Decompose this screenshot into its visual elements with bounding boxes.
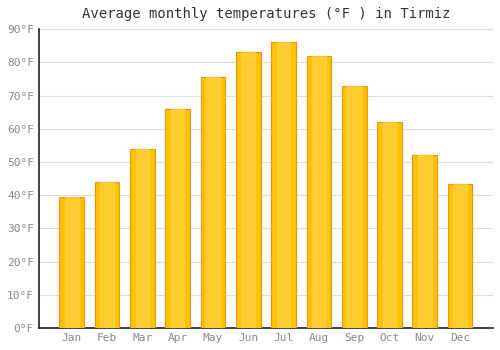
- Bar: [242, 52, 255, 328]
- Bar: [277, 42, 290, 328]
- Bar: [100, 182, 114, 328]
- Bar: [448, 184, 472, 328]
- Bar: [171, 109, 184, 328]
- Bar: [60, 197, 84, 328]
- Bar: [418, 155, 432, 328]
- Bar: [206, 77, 220, 328]
- Bar: [136, 149, 149, 328]
- Bar: [412, 155, 437, 328]
- Bar: [200, 77, 226, 328]
- Bar: [94, 182, 120, 328]
- Bar: [312, 56, 326, 328]
- Bar: [130, 149, 155, 328]
- Title: Average monthly temperatures (°F ) in Tirmiz: Average monthly temperatures (°F ) in Ti…: [82, 7, 450, 21]
- Bar: [377, 122, 402, 328]
- Bar: [306, 56, 331, 328]
- Bar: [454, 184, 467, 328]
- Bar: [348, 85, 361, 328]
- Bar: [342, 85, 366, 328]
- Bar: [166, 109, 190, 328]
- Bar: [382, 122, 396, 328]
- Bar: [236, 52, 260, 328]
- Bar: [271, 42, 296, 328]
- Bar: [65, 197, 78, 328]
